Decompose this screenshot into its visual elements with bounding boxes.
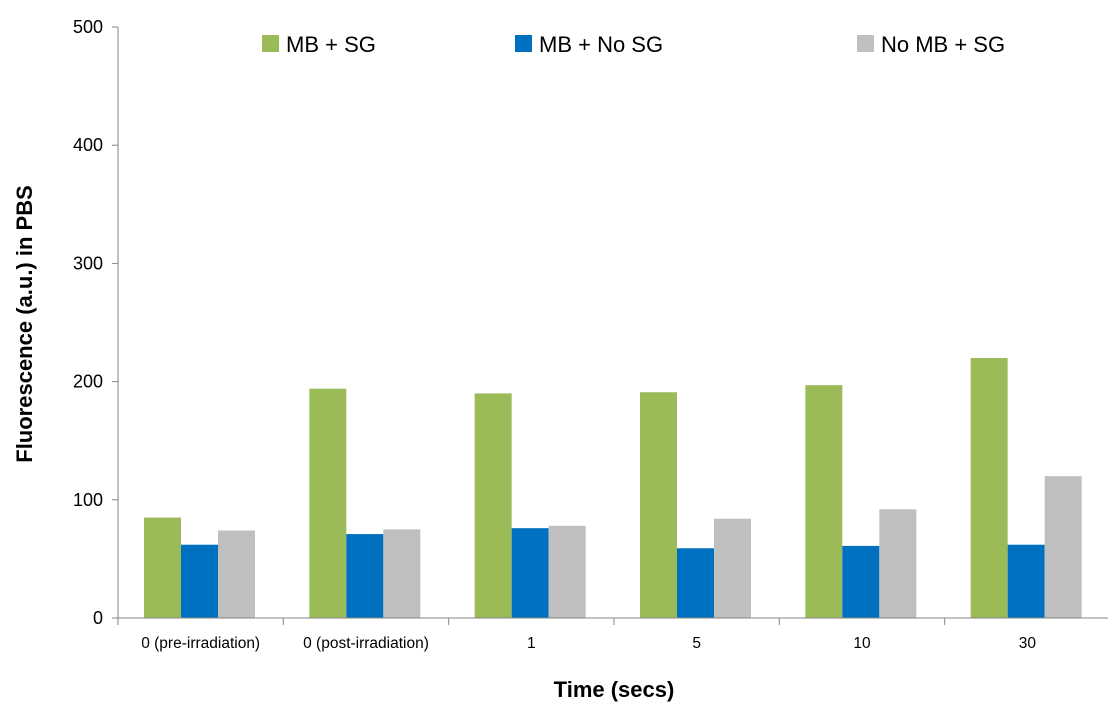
bar-mb-no-sg-1	[346, 534, 384, 618]
axes: 0 100 200 300 400 500 0 (pre-irradiation) 0 (po…	[73, 17, 1108, 652]
legend-label-mb-no-sg: MB + No SG	[539, 32, 663, 57]
bar-no-mb-sg-3	[714, 518, 751, 618]
bar-mb-sg-3	[640, 392, 677, 618]
bar-mb-sg-2	[474, 393, 512, 618]
bar-mb-no-sg-2	[511, 528, 549, 618]
bar-mb-no-sg-0	[181, 544, 218, 618]
bar-mb-sg-4	[805, 385, 843, 618]
y-tick-label: 0	[93, 608, 103, 628]
bar-mb-no-sg-4	[842, 545, 880, 618]
bar-no-mb-sg-5	[1044, 476, 1082, 618]
y-tick-label: 400	[73, 135, 103, 155]
y-tick-label: 300	[73, 253, 103, 273]
bar-no-mb-sg-2	[548, 525, 586, 618]
bar-mb-no-sg-3	[677, 548, 714, 618]
legend: MB + SG MB + No SG No MB + SG	[262, 32, 1005, 57]
x-tick-label: 0 (post-irradiation)	[303, 635, 429, 652]
bar-no-mb-sg-1	[383, 529, 421, 618]
bars	[144, 357, 1082, 618]
x-tick-label: 10	[853, 635, 871, 652]
bar-mb-sg-1	[309, 388, 347, 618]
y-tick-label: 200	[73, 372, 103, 392]
bar-mb-no-sg-5	[1007, 544, 1045, 618]
bar-mb-sg-0	[144, 517, 181, 618]
x-tick-label: 1	[527, 635, 536, 652]
x-tick-label: 5	[692, 635, 701, 652]
x-axis-title: Time (secs)	[554, 677, 675, 702]
legend-label-no-mb-sg: No MB + SG	[881, 32, 1005, 57]
legend-label-mb-sg: MB + SG	[286, 32, 376, 57]
y-tick-label: 100	[73, 490, 103, 510]
legend-swatch-mb-sg	[262, 35, 279, 52]
legend-swatch-mb-no-sg	[515, 35, 532, 52]
y-tick-label: 500	[73, 17, 103, 37]
bar-no-mb-sg-4	[879, 509, 917, 618]
x-tick-label: 0 (pre-irradiation)	[141, 635, 260, 652]
bar-mb-sg-5	[970, 357, 1008, 618]
legend-swatch-no-mb-sg	[857, 35, 874, 52]
x-tick-label: 30	[1019, 635, 1037, 652]
bar-no-mb-sg-0	[218, 530, 255, 618]
y-axis-title: Fluorescence (a.u.) in PBS	[12, 185, 37, 463]
